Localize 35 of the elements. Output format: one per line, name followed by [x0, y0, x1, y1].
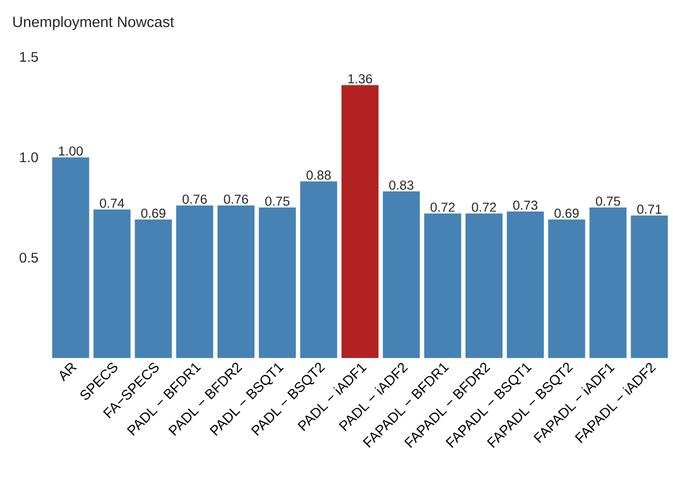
- data-label: 0.71: [637, 204, 662, 214]
- bar: [134, 220, 172, 358]
- data-label: 1.36: [348, 74, 372, 84]
- bar: [424, 214, 462, 358]
- chart-title: Unemployment Nowcast: [13, 16, 174, 30]
- bar: [258, 207, 296, 358]
- y-tick-label: 0.5: [20, 252, 38, 263]
- bar: [382, 191, 420, 358]
- data-label: 0.76: [182, 194, 207, 204]
- bar: [218, 205, 255, 358]
- bar: [176, 205, 214, 358]
- y-tick-label: 1.0: [20, 152, 38, 162]
- data-label: 0.75: [596, 196, 620, 206]
- bar: [300, 181, 338, 358]
- bar: [52, 157, 90, 358]
- bar: [630, 216, 668, 358]
- bar: [548, 220, 586, 358]
- data-label: 0.74: [100, 198, 124, 208]
- x-tick-label: AR: [60, 362, 77, 382]
- data-label: 0.83: [389, 180, 414, 190]
- data-label: 0.69: [141, 208, 166, 218]
- bar: [590, 207, 627, 358]
- data-label: 1.00: [59, 146, 83, 156]
- bar: [342, 85, 379, 358]
- data-label: 0.75: [265, 196, 290, 206]
- data-label: 0.72: [472, 202, 496, 212]
- data-label: 0.76: [224, 194, 248, 204]
- bar: [466, 214, 503, 358]
- bar: [94, 209, 131, 358]
- data-label: 0.73: [513, 200, 538, 210]
- y-tick-label: 1.5: [20, 52, 38, 62]
- bar: [506, 212, 544, 358]
- data-label: 0.72: [430, 202, 455, 212]
- data-label: 0.88: [306, 170, 331, 180]
- data-label: 0.69: [554, 208, 579, 218]
